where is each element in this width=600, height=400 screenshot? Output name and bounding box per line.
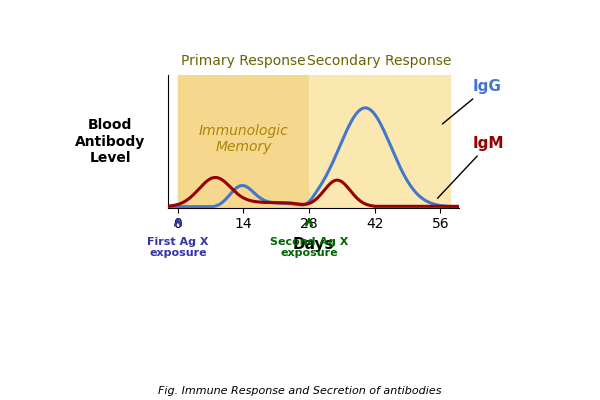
Text: Primary Response: Primary Response — [181, 54, 306, 68]
Bar — [309, 76, 449, 208]
Text: Fig. Immune Response and Secretion of antibodies: Fig. Immune Response and Secretion of an… — [158, 386, 442, 396]
Text: Second Ag X
exposure: Second Ag X exposure — [270, 237, 348, 258]
Bar — [178, 76, 309, 208]
X-axis label: Days: Days — [293, 237, 334, 252]
Text: IgG: IgG — [442, 79, 502, 124]
Text: Secondary Response: Secondary Response — [307, 54, 452, 68]
Text: IgM: IgM — [437, 136, 505, 198]
Text: Immunologic
Memory: Immunologic Memory — [199, 124, 289, 154]
Text: First Ag X
exposure: First Ag X exposure — [147, 237, 209, 258]
Y-axis label: Blood
Antibody
Level: Blood Antibody Level — [75, 118, 145, 165]
